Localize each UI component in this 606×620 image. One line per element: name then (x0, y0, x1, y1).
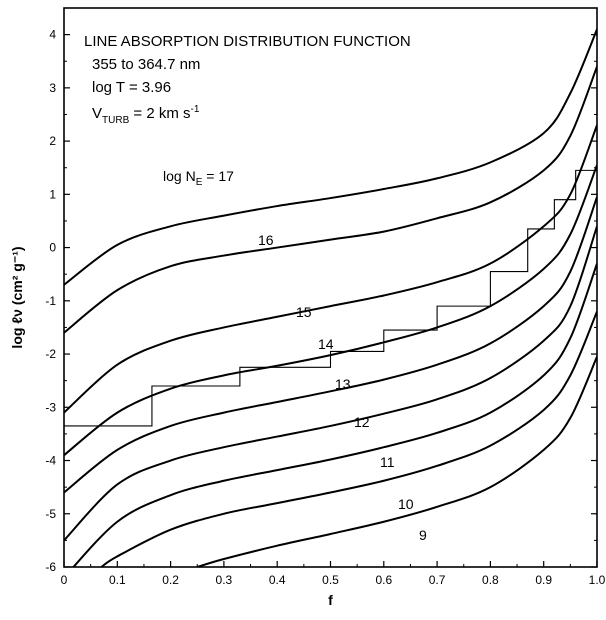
x-tick-label-9: 0.9 (535, 573, 552, 587)
x-tick-label-5: 0.5 (322, 573, 339, 587)
curve-label-10: 10 (398, 496, 414, 512)
curve-log-ne-9 (196, 356, 597, 567)
curve-log-ne-15 (64, 124, 597, 414)
step-histogram-line (64, 169, 597, 427)
curve-label-17-sub: E (196, 177, 203, 188)
curve-label-17-eq: = (202, 168, 218, 184)
y-tick-label-0: -6 (45, 560, 56, 574)
curve-log-ne-13 (64, 196, 597, 494)
x-tick-label-3: 0.3 (216, 573, 233, 587)
x-tick-label-1: 0.1 (109, 573, 126, 587)
y-tick-label-6: 0 (49, 241, 56, 255)
x-tick-label-10: 1.0 (589, 573, 606, 587)
y-tick-label-1: -5 (45, 507, 56, 521)
annotation-block: LINE ABSORPTION DISTRIBUTION FUNCTION 35… (84, 33, 411, 126)
curve-labels: log NE = 17 16 15 14 13 12 11 10 9 (163, 168, 427, 543)
curve-label-11: 11 (380, 454, 395, 470)
y-tick-label-9: 3 (49, 81, 56, 95)
annotation-turbulence-sub: TURB (102, 115, 130, 126)
curve-label-9: 9 (419, 527, 427, 543)
curve-log-ne-11 (72, 263, 597, 567)
y-tick-label-4: -2 (45, 347, 56, 361)
annotation-wavelength: 355 to 364.7 nm (92, 56, 200, 73)
annotation-turbulence-value: = 2 km s (129, 105, 190, 122)
curve-log-ne-10 (100, 311, 597, 567)
y-tick-label-10: 4 (49, 28, 56, 42)
y-tick-label-7: 1 (49, 187, 56, 201)
axis-ticks: 0 0.1 0.2 0.3 0.4 0.5 0.6 0.7 0.8 0.9 1.0 -6 -5 -4 -3 -… (45, 28, 605, 587)
y-tick-label-5: -1 (45, 294, 56, 308)
curve-label-13: 13 (335, 376, 351, 392)
curve-label-17-prefix: log N (163, 168, 196, 184)
curve-log-ne-16 (64, 66, 597, 334)
curve-label-17-value: 17 (218, 168, 234, 184)
curve-group (64, 28, 597, 567)
x-tick-label-6: 0.6 (375, 573, 392, 587)
y-axis-label: log ℓν (cm² g⁻¹) (9, 246, 25, 348)
y-tick-label-2: -4 (45, 454, 56, 468)
x-tick-label-8: 0.8 (482, 573, 499, 587)
curve-label-16: 16 (258, 232, 274, 248)
curve-label-12: 12 (354, 414, 370, 430)
y-tick-label-8: 2 (49, 134, 56, 148)
annotation-turbulence-v: V (92, 105, 102, 122)
curve-log-ne-12 (64, 225, 597, 542)
annotation-temperature: log T = 3.96 (92, 79, 171, 96)
x-tick-label-4: 0.4 (269, 573, 286, 587)
curve-label-17: log NE = 17 (163, 168, 234, 188)
x-axis-label: f (328, 592, 333, 608)
y-tick-label-3: -3 (45, 400, 56, 414)
x-tick-label-7: 0.7 (429, 573, 446, 587)
annotation-turbulence: VTURB = 2 km s-1 (92, 104, 200, 126)
curve-log-ne-14 (64, 164, 597, 456)
annotation-turbulence-exp: -1 (191, 104, 200, 115)
x-tick-label-0: 0 (61, 573, 68, 587)
curve-label-15: 15 (296, 304, 312, 320)
annotation-title: LINE ABSORPTION DISTRIBUTION FUNCTION (84, 33, 411, 50)
curve-label-14: 14 (318, 336, 334, 352)
x-tick-label-2: 0.2 (162, 573, 179, 587)
curve-log-ne-17 (64, 28, 597, 286)
